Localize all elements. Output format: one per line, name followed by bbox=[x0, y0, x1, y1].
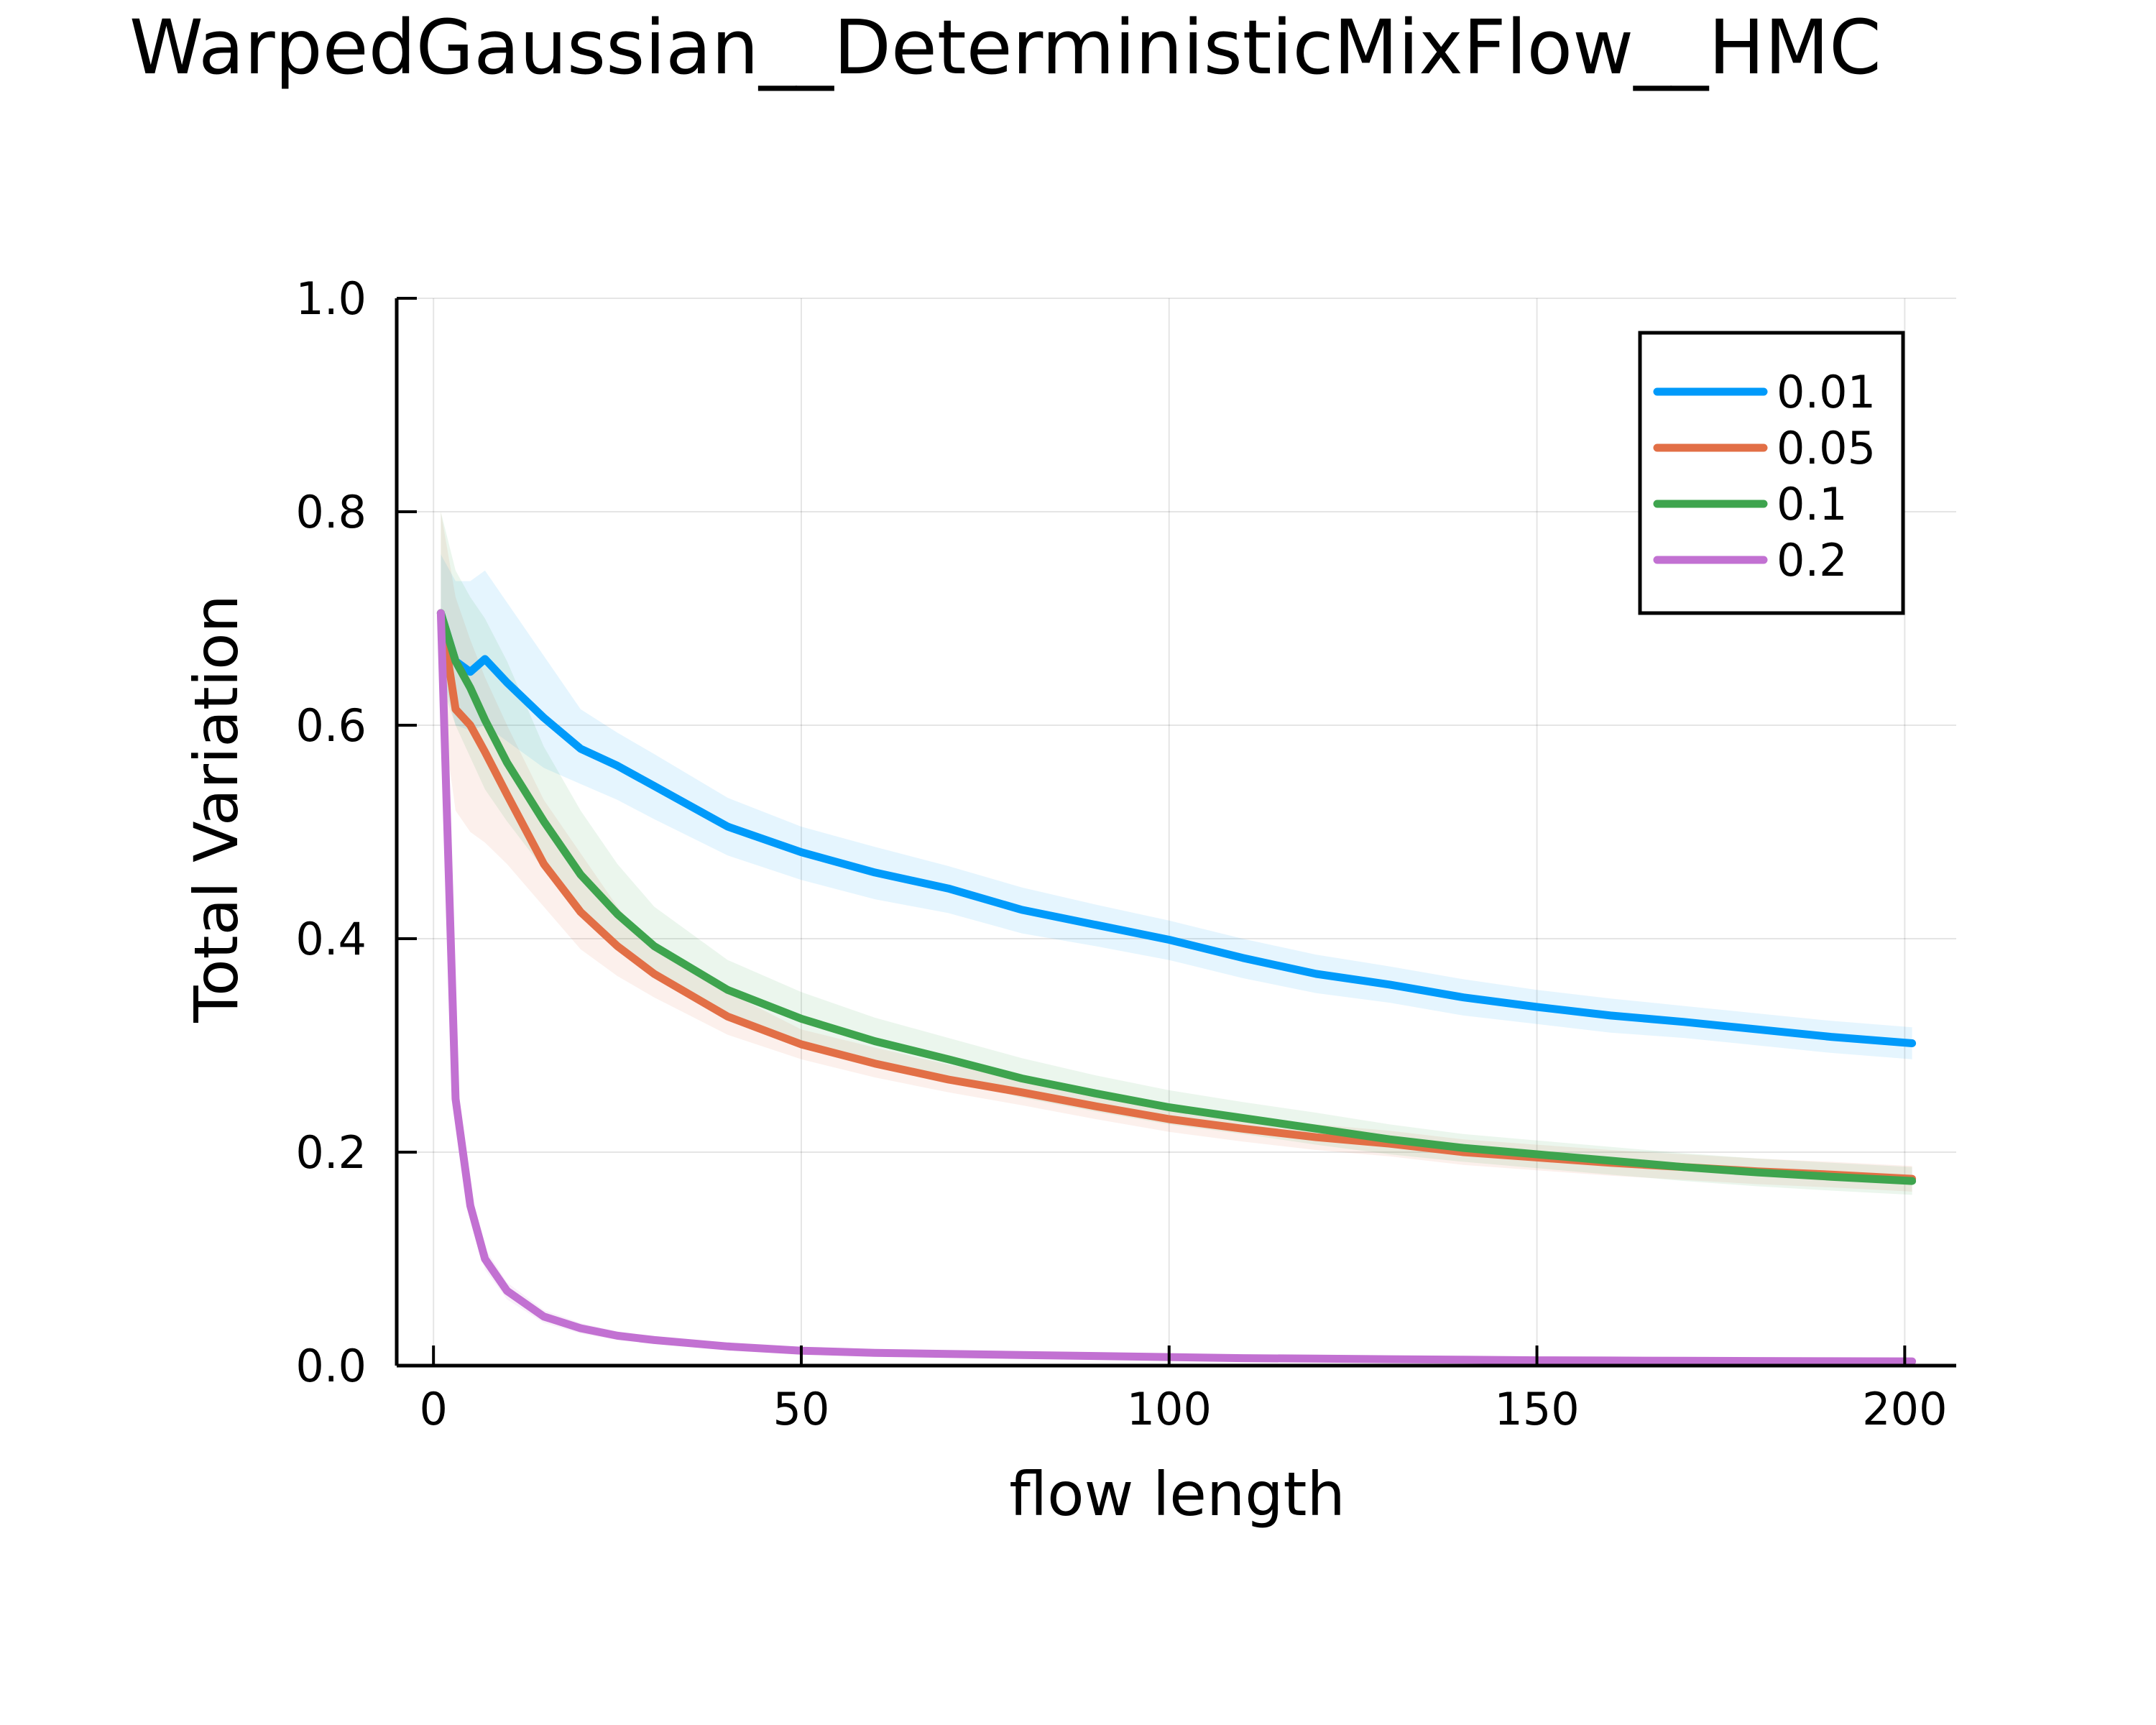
series-line-0.2 bbox=[436, 609, 1917, 1366]
x-tick-label-150: 150 bbox=[1494, 1383, 1579, 1435]
legend-box bbox=[1638, 331, 1905, 615]
series-band-0.01 bbox=[441, 554, 1912, 1059]
y-tick-label-0.6: 0.6 bbox=[295, 699, 367, 752]
series-lines bbox=[436, 609, 1917, 1366]
y-tick-label-0.2: 0.2 bbox=[295, 1126, 367, 1179]
legend: 0.010.050.10.2 bbox=[1638, 331, 1905, 615]
x-tick-label-200: 200 bbox=[1862, 1383, 1947, 1435]
x-axis-label: flow length bbox=[1009, 1459, 1345, 1530]
y-tick-label-1.0: 1.0 bbox=[295, 272, 367, 325]
y-tick-label-0.0: 0.0 bbox=[295, 1340, 367, 1392]
x-tick-label-50: 50 bbox=[773, 1383, 830, 1435]
legend-label-0.05: 0.05 bbox=[1777, 422, 1876, 474]
legend-label-0.01: 0.01 bbox=[1777, 366, 1876, 418]
x-tick-label-0: 0 bbox=[419, 1383, 447, 1435]
legend-label-0.2: 0.2 bbox=[1777, 534, 1848, 586]
x-tick-label-100: 100 bbox=[1127, 1383, 1212, 1435]
y-tick-label-0.8: 0.8 bbox=[295, 486, 367, 538]
y-tick-labels: 0.0 0.2 0.4 0.6 0.8 1.0 bbox=[295, 272, 367, 1392]
x-tick-labels: 0 50 100 150 200 bbox=[419, 1383, 1947, 1435]
axes bbox=[395, 297, 1956, 1368]
series-line-0.1 bbox=[436, 609, 1917, 1185]
legend-label-0.1: 0.1 bbox=[1777, 478, 1848, 530]
y-axis-label: Total Variation bbox=[181, 594, 252, 1024]
chart-title: WarpedGaussian__DeterministicMixFlow__HM… bbox=[129, 4, 1881, 91]
series-line-0.01 bbox=[436, 609, 1917, 1047]
y-tick-label-0.4: 0.4 bbox=[295, 913, 367, 965]
